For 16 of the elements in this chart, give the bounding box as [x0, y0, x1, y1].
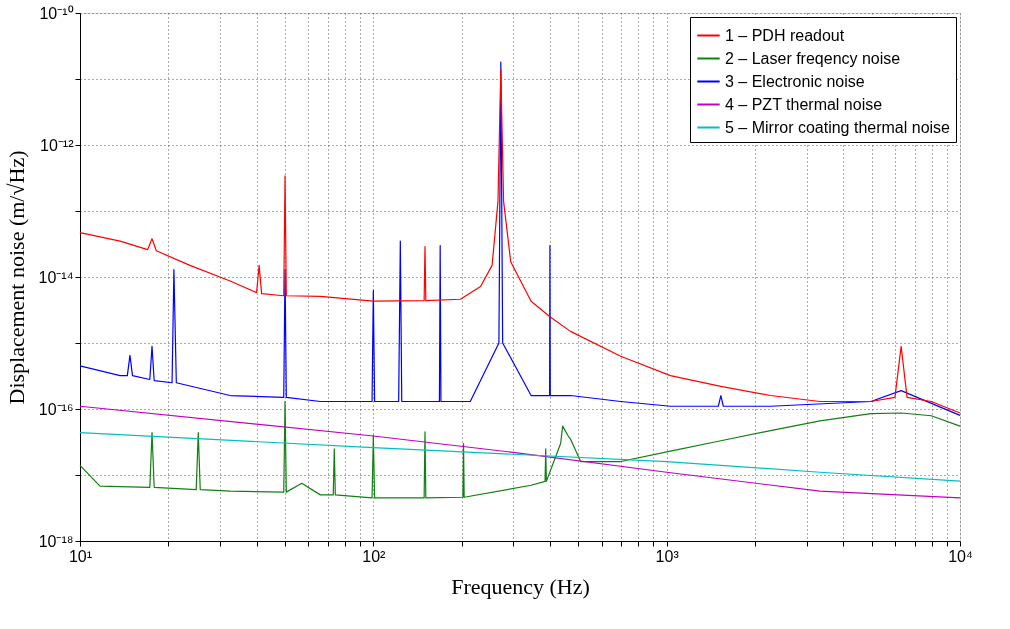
legend-label: 1 – PDH readout	[725, 26, 845, 44]
y-axis-title: Displacement noise (m/√Hz)	[3, 150, 29, 405]
y-tick-label: 10⁻¹⁸	[38, 532, 74, 550]
x-tick-label: 10¹	[68, 547, 93, 565]
legend-label: 3 – Electronic noise	[725, 72, 865, 90]
x-tick-label: 10³	[655, 547, 680, 565]
legend-label: 4 – PZT thermal noise	[725, 95, 883, 113]
y-tick-label: 10⁻¹⁶	[38, 400, 74, 418]
y-tick-label: 10⁻¹⁰	[39, 4, 74, 22]
x-tick-label: 10⁴	[948, 547, 973, 565]
legend-label: 2 – Laser freqency noise	[725, 49, 901, 67]
y-tick-label: 10⁻¹²	[40, 136, 75, 154]
y-tick-label: 10⁻¹⁴	[38, 268, 74, 286]
x-axis-title: Frequency (Hz)	[451, 573, 590, 599]
legend-label: 5 – Mirror coating thermal noise	[725, 118, 951, 136]
x-tick-label: 10²	[362, 547, 387, 565]
